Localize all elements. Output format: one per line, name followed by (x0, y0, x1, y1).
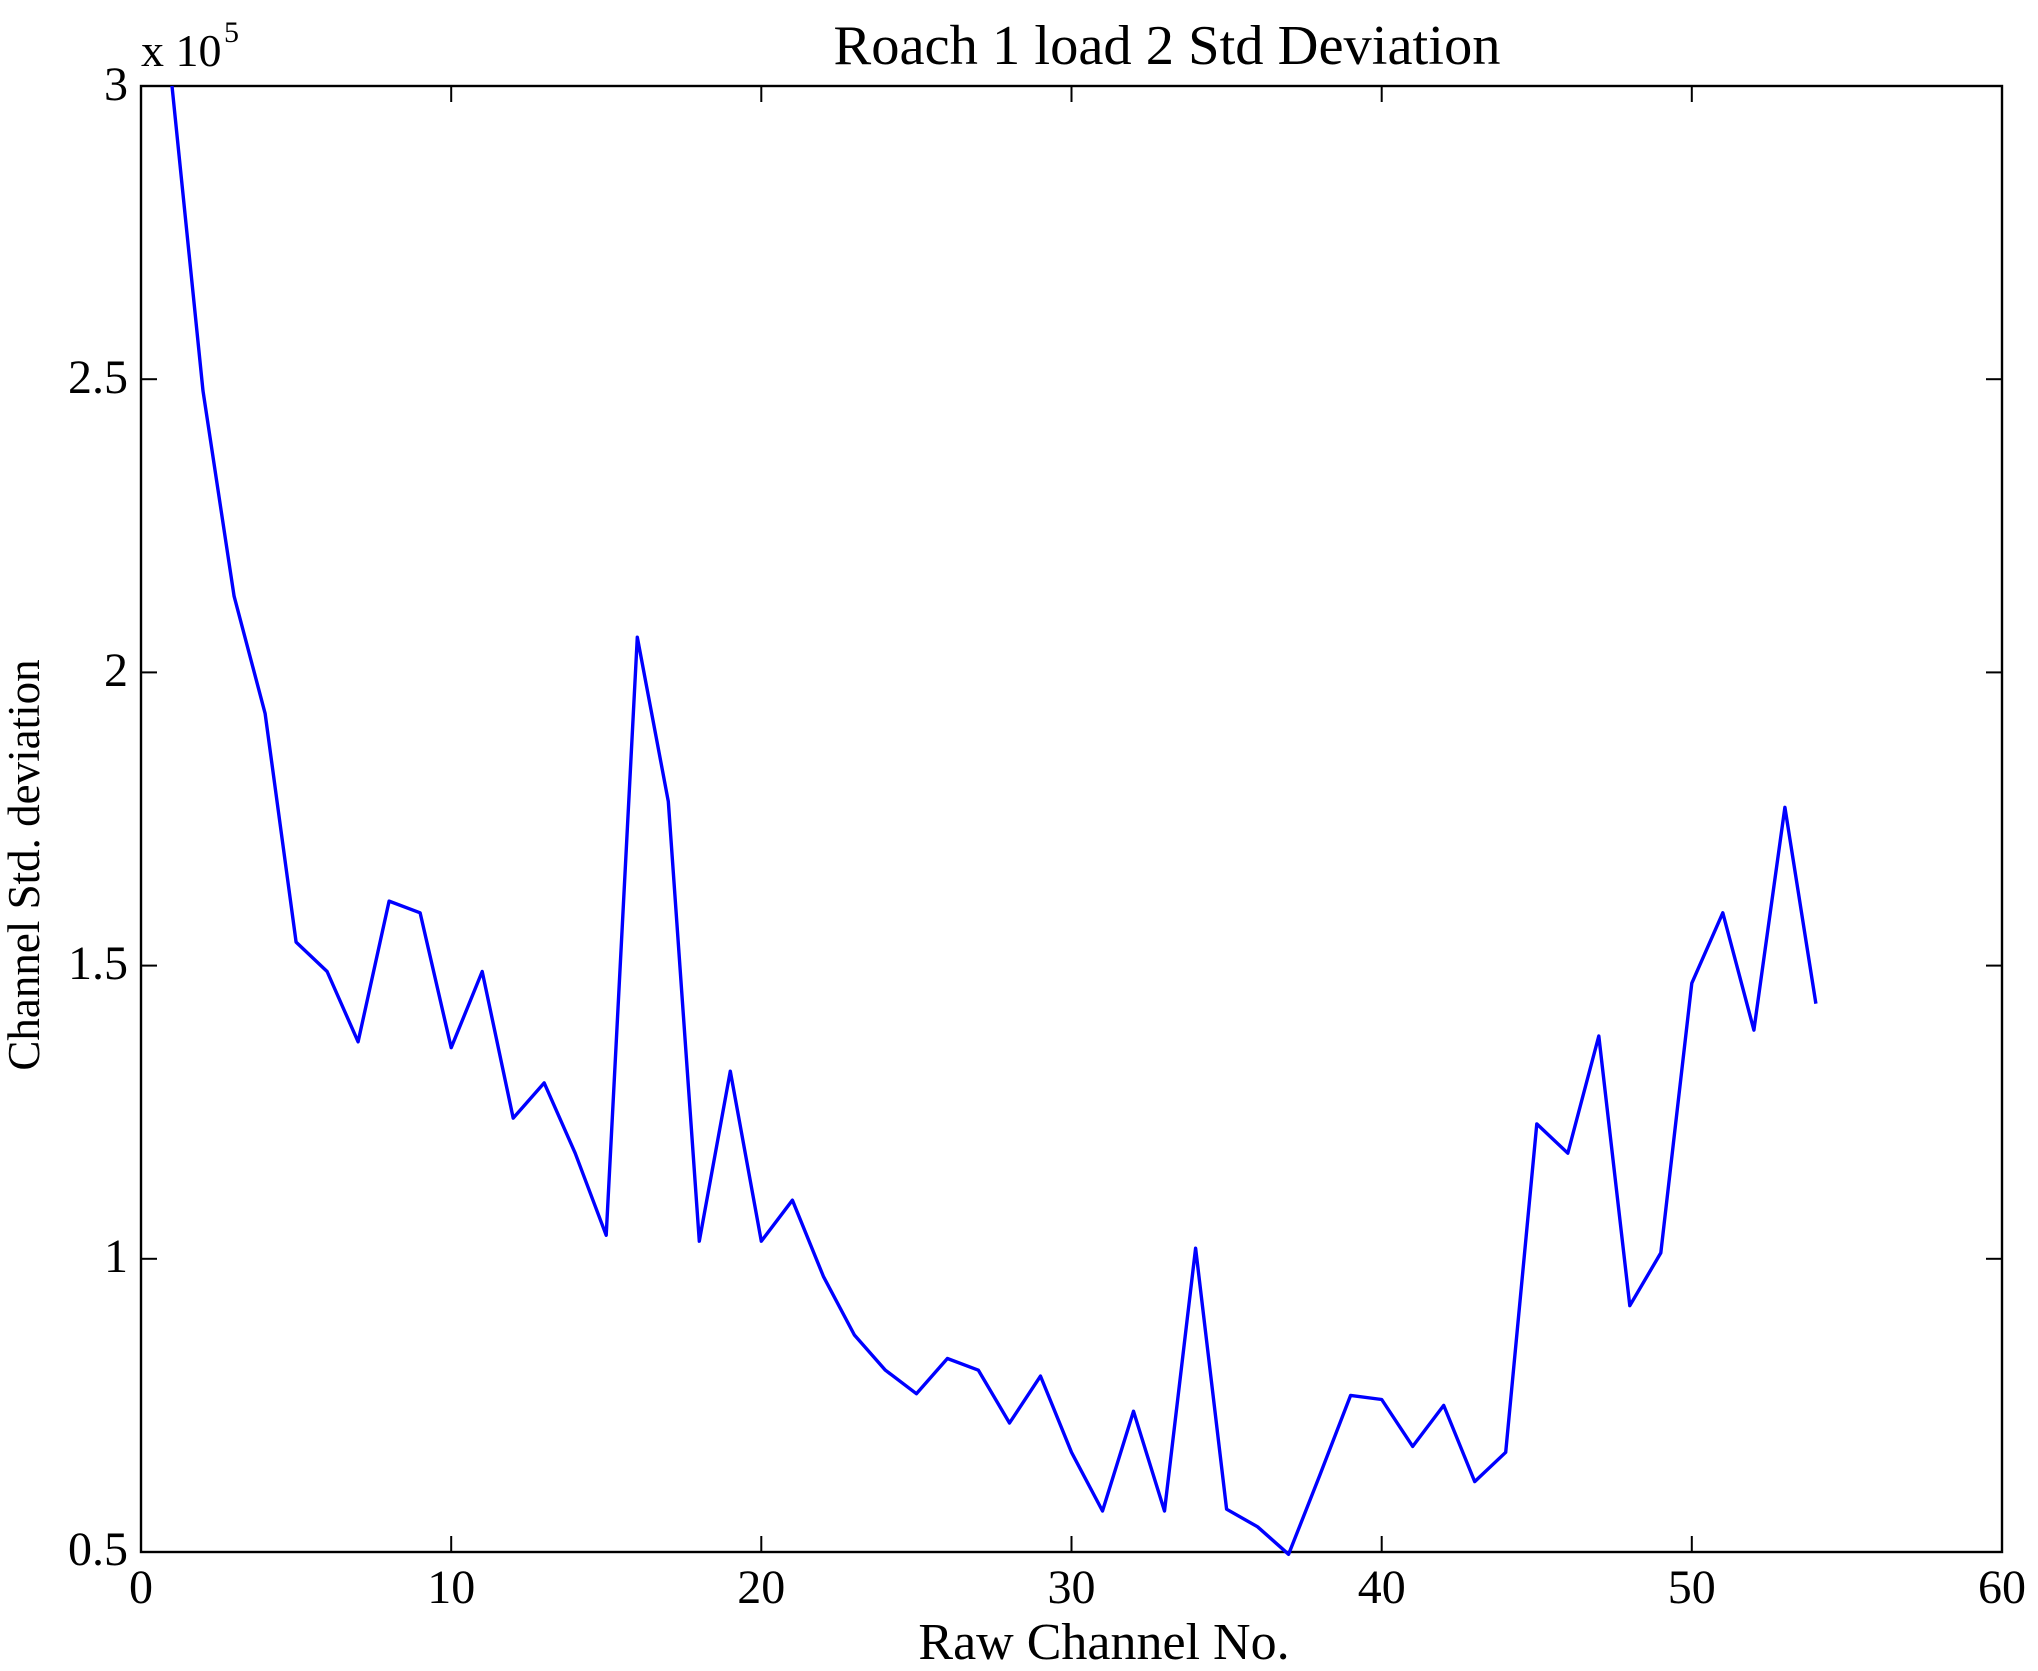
svg-text:Channel Std. deviation: Channel Std. deviation (0, 659, 49, 1070)
svg-text:1.5: 1.5 (68, 937, 128, 990)
svg-text:2: 2 (104, 644, 128, 697)
svg-text:Roach 1 load 2 Std Deviation: Roach 1 load 2 Std Deviation (834, 15, 1501, 77)
svg-text:30: 30 (1048, 1561, 1096, 1614)
svg-text:1: 1 (104, 1230, 128, 1283)
svg-text:3: 3 (104, 58, 128, 111)
svg-text:2.5: 2.5 (68, 351, 128, 404)
svg-text:10: 10 (427, 1561, 475, 1614)
svg-text:20: 20 (737, 1561, 785, 1614)
svg-text:0: 0 (129, 1561, 153, 1614)
svg-text:40: 40 (1358, 1561, 1406, 1614)
svg-text:60: 60 (1978, 1561, 2026, 1614)
svg-text:0.5: 0.5 (68, 1523, 128, 1576)
svg-text:Raw Channel No.: Raw Channel No. (918, 1614, 1289, 1671)
svg-text:x 10: x 10 (141, 25, 222, 76)
svg-text:50: 50 (1668, 1561, 1716, 1614)
svg-text:5: 5 (224, 16, 239, 49)
